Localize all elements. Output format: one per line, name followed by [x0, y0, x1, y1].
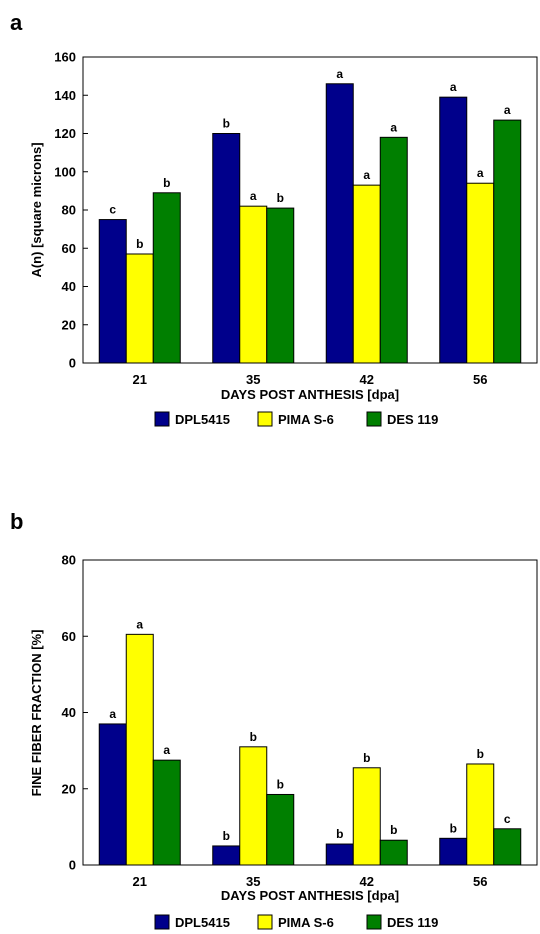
- bar-dpl5415-21: [98, 219, 127, 364]
- chart-panel-a: a 0 20 40 60 80 100 120 140 160 21 c b b 35 b a b 42 a a a 56…: [10, 10, 538, 427]
- y-tick-label: 20: [62, 781, 76, 796]
- bar-des-119-21: [152, 192, 181, 364]
- bar-des-119-35: [266, 207, 295, 364]
- bar-dpl5415-35: [212, 845, 241, 866]
- significance-label: b: [363, 751, 370, 765]
- y-tick-label: 40: [62, 705, 76, 720]
- significance-label: b: [223, 117, 230, 131]
- bar-pima-s-6-35: [239, 205, 268, 364]
- bar-des-119-42: [379, 136, 408, 364]
- bar-dpl5415-42: [325, 843, 354, 866]
- y-tick-label: 40: [62, 279, 76, 294]
- y-tick-label: 140: [54, 88, 76, 103]
- x-tick-label: 56: [473, 874, 487, 889]
- x-tick-label: 42: [360, 372, 374, 387]
- plot-area-b: 0 20 40 60 80 21 a a a 35 b b b 42 b b b 56 b b c: [62, 553, 538, 889]
- y-tick-label: 0: [69, 858, 76, 873]
- x-tick-label: 35: [246, 874, 260, 889]
- significance-label: a: [504, 103, 511, 117]
- y-axis-title-a: A(n) [square microns]: [29, 142, 44, 277]
- significance-label: a: [450, 80, 457, 94]
- legend-label: DES 119: [387, 915, 438, 930]
- bar-pima-s-6-56: [466, 182, 495, 364]
- chart-panel-b: b 0 20 40 60 80 21 a a a 35 b b b 42 b b b 56 b b c DAYS POS…: [10, 509, 538, 930]
- significance-label: a: [163, 743, 170, 757]
- bar-dpl5415-56: [439, 837, 468, 866]
- significance-label: a: [109, 707, 116, 721]
- bar-des-119-35: [266, 793, 295, 866]
- significance-label: b: [477, 747, 484, 761]
- y-tick-label: 100: [54, 164, 76, 179]
- bar-pima-s-6-21: [125, 253, 154, 364]
- significance-label: a: [250, 189, 257, 203]
- legend-label: DPL5415: [175, 915, 230, 930]
- x-tick-label: 35: [246, 372, 260, 387]
- significance-label: b: [163, 176, 170, 190]
- bar-dpl5415-21: [98, 723, 127, 866]
- bar-pima-s-6-35: [239, 746, 268, 866]
- x-axis-title-b: DAYS POST ANTHESIS [dpa]: [221, 888, 399, 903]
- y-tick-label: 80: [62, 553, 76, 568]
- legend-swatch: [154, 411, 170, 427]
- plot-area-a: 0 20 40 60 80 100 120 140 160 21 c b b 35 b a b 42 a a a 56 a a…: [54, 50, 538, 387]
- legend-swatch: [154, 914, 170, 930]
- legend-label: DPL5415: [175, 412, 230, 427]
- significance-label: b: [390, 823, 397, 837]
- y-tick-label: 20: [62, 317, 76, 332]
- x-tick-label: 56: [473, 372, 487, 387]
- significance-label: a: [390, 120, 397, 134]
- legend-b: DPL5415 PIMA S-6 DES 119: [154, 914, 438, 930]
- bar-des-119-56: [493, 828, 522, 866]
- bar-des-119-56: [493, 119, 522, 364]
- legend-swatch: [257, 914, 273, 930]
- significance-label: a: [336, 67, 343, 81]
- significance-label: b: [336, 827, 343, 841]
- x-axis-title-a: DAYS POST ANTHESIS [dpa]: [221, 387, 399, 402]
- significance-label: c: [504, 812, 511, 826]
- legend-swatch: [257, 411, 273, 427]
- bar-dpl5415-35: [212, 133, 241, 364]
- bar-des-119-42: [379, 839, 408, 866]
- y-tick-label: 0: [69, 356, 76, 371]
- significance-label: a: [363, 168, 370, 182]
- bar-des-119-21: [152, 759, 181, 866]
- y-tick-label: 160: [54, 50, 76, 65]
- bar-pima-s-6-21: [125, 633, 154, 866]
- y-tick-label: 60: [62, 241, 76, 256]
- significance-label: b: [277, 777, 284, 791]
- significance-label: b: [250, 730, 257, 744]
- y-axis-title-b: FINE FIBER FRACTION [%]: [29, 630, 44, 797]
- y-tick-label: 60: [62, 629, 76, 644]
- bar-dpl5415-42: [325, 83, 354, 364]
- significance-label: a: [477, 166, 484, 180]
- bar-pima-s-6-56: [466, 763, 495, 866]
- legend-label: PIMA S-6: [278, 915, 334, 930]
- legend-swatch: [366, 411, 382, 427]
- legend-label: PIMA S-6: [278, 412, 334, 427]
- bar-pima-s-6-42: [352, 184, 381, 364]
- bar-pima-s-6-42: [352, 767, 381, 866]
- significance-label: b: [223, 829, 230, 843]
- legend-a: DPL5415 PIMA S-6 DES 119: [154, 411, 438, 427]
- x-tick-label: 42: [360, 874, 374, 889]
- panel-label-b: b: [10, 509, 23, 534]
- x-tick-label: 21: [133, 874, 147, 889]
- bar-dpl5415-56: [439, 96, 468, 364]
- panel-label-a: a: [10, 10, 23, 35]
- y-tick-label: 80: [62, 203, 76, 218]
- significance-label: b: [136, 237, 143, 251]
- significance-label: b: [277, 191, 284, 205]
- significance-label: b: [450, 821, 457, 835]
- significance-label: c: [109, 203, 116, 217]
- significance-label: a: [136, 617, 143, 631]
- x-tick-label: 21: [133, 372, 147, 387]
- legend-label: DES 119: [387, 412, 438, 427]
- legend-swatch: [366, 914, 382, 930]
- y-tick-label: 120: [54, 126, 76, 141]
